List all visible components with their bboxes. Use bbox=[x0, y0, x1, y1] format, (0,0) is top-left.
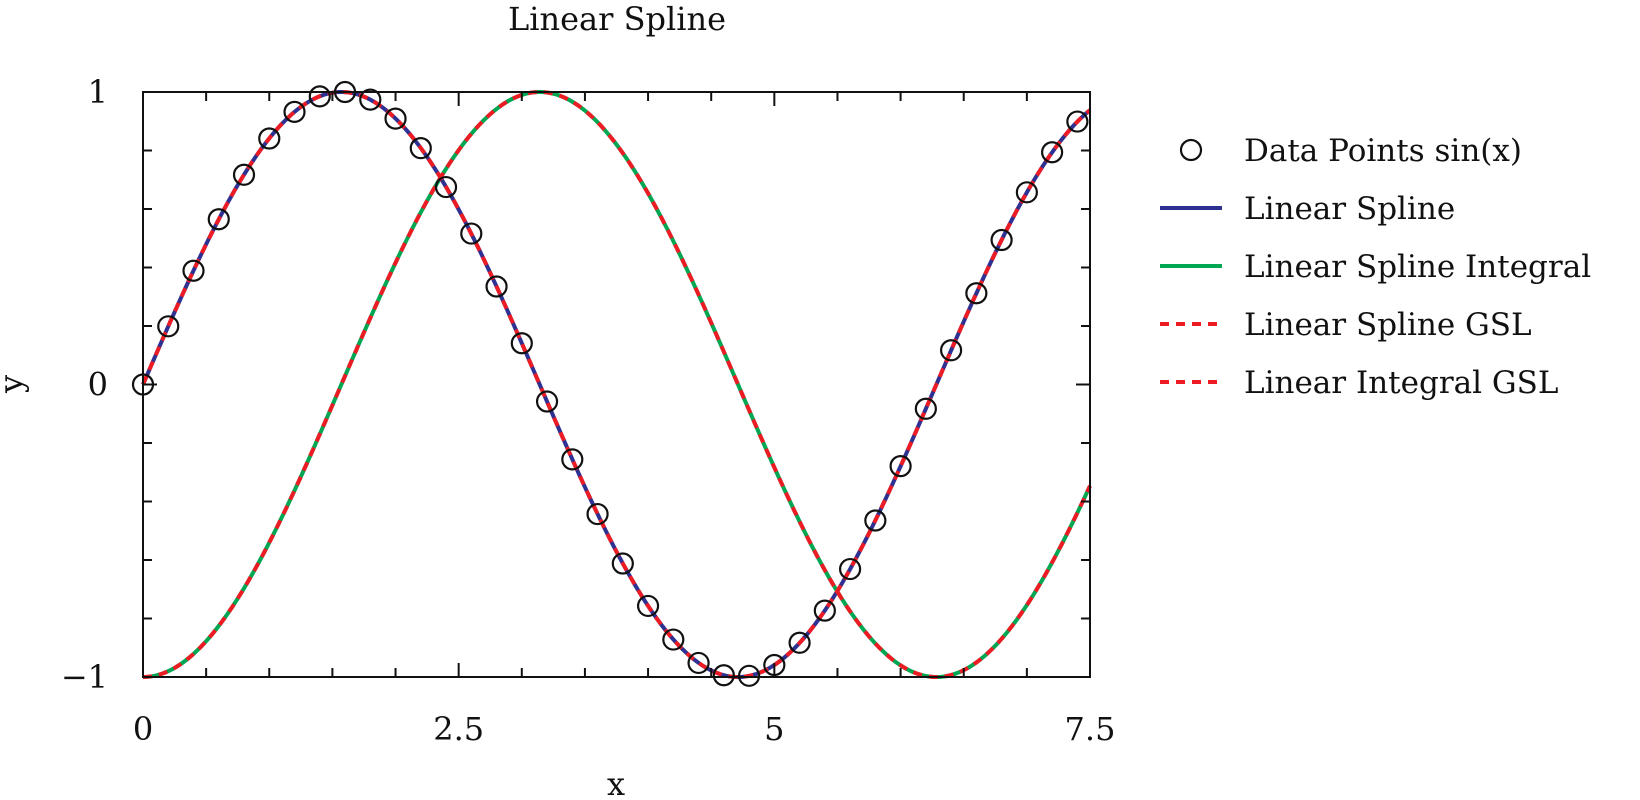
data-point bbox=[940, 339, 963, 362]
data-point bbox=[1015, 181, 1038, 204]
data-point bbox=[990, 228, 1013, 252]
data-point bbox=[561, 448, 584, 471]
data-point bbox=[687, 651, 710, 675]
data-point bbox=[586, 502, 609, 526]
data-point bbox=[737, 664, 761, 687]
legend-label: Linear Spline Integral bbox=[1244, 249, 1591, 285]
series-line-2 bbox=[142, 90, 1092, 680]
series-line-1 bbox=[141, 89, 1092, 679]
data-point bbox=[384, 107, 407, 130]
data-point bbox=[434, 175, 458, 199]
data-point bbox=[157, 315, 180, 338]
data-point bbox=[662, 628, 685, 651]
data-point bbox=[1041, 141, 1064, 164]
data-point bbox=[182, 259, 205, 282]
legend-label: Linear Spline bbox=[1244, 191, 1455, 227]
data-point bbox=[485, 275, 508, 298]
x-tick-label: 2.5 bbox=[433, 710, 484, 748]
data-point bbox=[813, 599, 836, 622]
data-point-markers bbox=[131, 80, 1089, 687]
data-point bbox=[838, 557, 862, 581]
data-point bbox=[611, 552, 634, 575]
data-point bbox=[207, 208, 230, 231]
legend-label: Linear Integral GSL bbox=[1244, 365, 1558, 401]
data-point bbox=[359, 88, 382, 111]
data-point bbox=[232, 163, 256, 186]
axis-tick-labels: 0 2.5 5 7.5 −1 0 1 bbox=[61, 73, 1116, 748]
data-point bbox=[965, 282, 988, 305]
x-tick-label: 0 bbox=[133, 710, 153, 748]
plot-curves bbox=[141, 89, 1092, 680]
y-axis-label: y bbox=[0, 375, 30, 394]
legend: Data Points sin(x) Linear Spline Linear Sp… bbox=[1160, 133, 1591, 401]
y-tick-label: −1 bbox=[61, 658, 108, 696]
data-point bbox=[914, 397, 937, 420]
data-point bbox=[1066, 110, 1089, 133]
series-line-3 bbox=[141, 89, 1092, 679]
data-point bbox=[788, 631, 811, 654]
x-axis-label: x bbox=[607, 765, 625, 800]
y-tick-label: 0 bbox=[88, 366, 108, 404]
data-point bbox=[258, 127, 281, 150]
x-tick-label: 7.5 bbox=[1065, 710, 1116, 748]
data-point bbox=[510, 332, 533, 355]
data-point bbox=[283, 100, 306, 123]
series-line-4 bbox=[142, 90, 1092, 680]
data-point bbox=[864, 509, 887, 532]
data-point bbox=[460, 222, 483, 245]
plot-frame bbox=[142, 91, 1091, 678]
data-point bbox=[712, 664, 735, 687]
data-point bbox=[409, 137, 432, 160]
y-tick-label: 1 bbox=[88, 73, 108, 111]
x-tick-label: 5 bbox=[764, 710, 784, 748]
data-point bbox=[889, 455, 912, 478]
data-point bbox=[535, 390, 559, 413]
data-point bbox=[636, 594, 660, 618]
axis-ticks bbox=[142, 91, 1091, 678]
chart-title: Linear Spline bbox=[508, 0, 726, 38]
legend-label: Linear Spline GSL bbox=[1244, 307, 1532, 343]
legend-label: Data Points sin(x) bbox=[1244, 133, 1522, 169]
legend-marker bbox=[1179, 138, 1203, 162]
data-point bbox=[308, 85, 331, 108]
